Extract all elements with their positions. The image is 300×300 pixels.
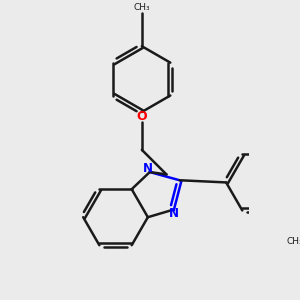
Text: CH₃: CH₃ [286, 237, 300, 246]
Text: N: N [169, 207, 179, 220]
Text: O: O [136, 110, 147, 123]
Text: CH₃: CH₃ [134, 3, 150, 12]
Text: N: N [143, 161, 153, 175]
